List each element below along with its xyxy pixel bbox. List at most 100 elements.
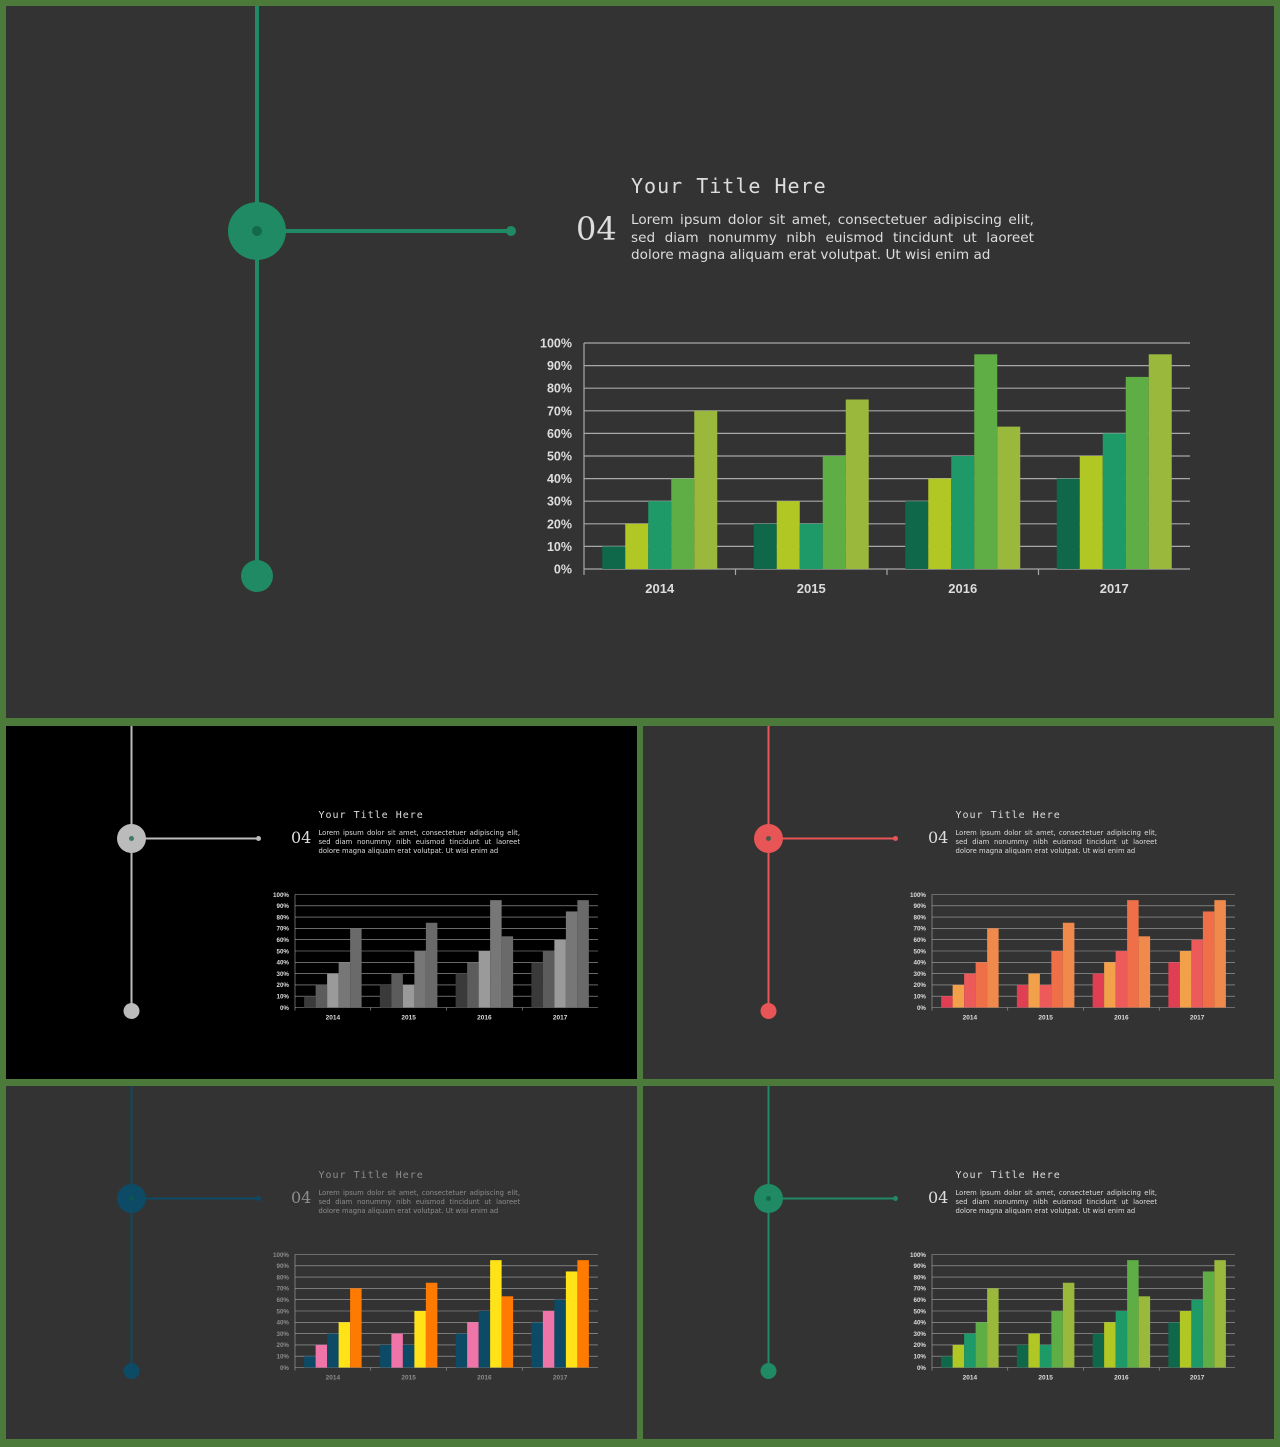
bar-2016-s1 [1092, 973, 1105, 1008]
y-tick-label-9: 90% [913, 1263, 926, 1270]
y-tick-label-10: 100% [910, 892, 926, 899]
timeline-decoration [228, 6, 516, 592]
bar-2015-s1 [753, 523, 777, 569]
bar-2017-s5 [577, 900, 589, 1008]
bar-2017-s1 [531, 1322, 543, 1368]
bar-2015-s5 [425, 1282, 438, 1368]
bar-chart: 0% 10% 20% 30% 40% 50% 60% 70% 80% 90% 100% 2014 201… [910, 1252, 1235, 1382]
slide-coral[interactable]: Your Title Here 04 Lorem ipsum dolor sit… [643, 726, 1274, 1079]
slide-green-small[interactable]: Your Title Here 04 Lorem ipsum dolor sit… [643, 1086, 1274, 1439]
slide-title: Your Title Here [318, 810, 424, 821]
bar-2016-s2 [467, 1322, 479, 1368]
slide-body-text: Lorem ipsum dolor sit amet, consectetuer… [955, 1189, 1158, 1215]
bar-2015-s5 [1062, 1282, 1075, 1368]
bar-2014-s3 [327, 973, 339, 1008]
x-tick-label-2017: 2017 [553, 1015, 568, 1022]
y-tick-label-2: 20% [276, 982, 289, 989]
y-tick-label-6: 60% [913, 937, 926, 944]
y-tick-label-9: 90% [913, 903, 926, 910]
timeline-node-center [129, 836, 134, 841]
bar-2014-s2 [315, 984, 328, 1008]
x-tick-label-2015: 2015 [401, 1375, 416, 1382]
y-tick-label-0: 0% [554, 563, 572, 577]
slide-title: Your Title Here [318, 1170, 424, 1181]
slide-body-text: Lorem ipsum dolor sit amet, consectetuer… [318, 829, 521, 855]
bar-2014-s4 [975, 1322, 988, 1368]
bar-2014-s1 [304, 1356, 316, 1368]
timeline-decoration [117, 1086, 261, 1379]
bar-2016-s5 [501, 936, 514, 1008]
y-tick-label-10: 100% [273, 892, 289, 899]
bar-2016-s1 [905, 501, 929, 569]
bar-2015-s1 [1016, 1344, 1029, 1368]
y-tick-label-6: 60% [276, 937, 289, 944]
y-tick-label-5: 50% [913, 1308, 926, 1315]
x-tick-label-2014: 2014 [963, 1015, 978, 1022]
timeline-connector-end [256, 1196, 261, 1201]
bar-2017-s1 [1168, 962, 1180, 1008]
slide-navy[interactable]: Your Title Here 04 Lorem ipsum dolor sit… [6, 1086, 637, 1439]
x-tick-label-2015: 2015 [1038, 1015, 1053, 1022]
timeline-node-bottom [123, 1003, 140, 1019]
timeline-node-bottom [760, 1003, 777, 1019]
slide-number: 04 [928, 1188, 949, 1207]
bar-2014-s3 [327, 1333, 339, 1368]
timeline-decoration [754, 726, 898, 1019]
slide-title: Your Title Here [955, 810, 1061, 821]
bar-2014-s4 [671, 478, 695, 569]
y-tick-label-0: 0% [917, 1365, 926, 1372]
y-tick-label-1: 10% [913, 1353, 926, 1360]
bar-2017-s4 [1125, 376, 1149, 569]
bar-2015-s2 [1028, 973, 1040, 1008]
x-tick-label-2017: 2017 [1100, 581, 1129, 596]
bar-2015-s5 [425, 922, 438, 1008]
timeline-connector-end [893, 1196, 898, 1201]
bar-2014-s3 [964, 973, 976, 1008]
bar-2017-s1 [1056, 478, 1080, 569]
slide-green-large[interactable]: Your Title Here 04 Lorem ipsum dolor sit… [6, 6, 1274, 718]
slide-title: Your Title Here [955, 1170, 1061, 1181]
y-tick-label-9: 90% [276, 903, 289, 910]
y-tick-label-1: 10% [276, 993, 289, 1000]
y-tick-label-4: 40% [276, 960, 289, 967]
x-tick-label-2014: 2014 [963, 1375, 978, 1382]
bar-2017-s2 [1179, 1311, 1192, 1368]
timeline-connector-end [256, 836, 261, 841]
y-tick-label-1: 10% [276, 1353, 289, 1360]
slide-number: 04 [291, 1188, 312, 1207]
bar-2016-s5 [997, 426, 1021, 569]
timeline-connector-end [893, 836, 898, 841]
y-tick-label-3: 30% [913, 1331, 926, 1338]
y-tick-label-7: 70% [913, 1286, 926, 1293]
y-tick-label-6: 60% [547, 427, 572, 441]
y-tick-label-1: 10% [547, 540, 572, 554]
x-tick-label-2016: 2016 [477, 1015, 492, 1022]
slide-number: 04 [291, 828, 312, 847]
y-tick-label-1: 10% [913, 993, 926, 1000]
y-tick-label-4: 40% [276, 1320, 289, 1327]
bar-chart: 0% 10% 20% 30% 40% 50% 60% 70% 80% 90% 100% 2014 201… [910, 892, 1235, 1022]
bar-2016-s4 [490, 1260, 502, 1368]
y-tick-label-5: 50% [547, 450, 572, 464]
bar-2017-s3 [1102, 433, 1126, 569]
bar-2017-s5 [577, 1260, 589, 1368]
y-tick-label-3: 30% [276, 971, 289, 978]
bar-2015-s4 [414, 1311, 426, 1368]
y-tick-label-8: 80% [547, 382, 572, 396]
y-tick-label-0: 0% [280, 1005, 289, 1012]
bar-2015-s4 [414, 951, 426, 1008]
bar-2015-s3 [1039, 984, 1052, 1008]
timeline-node-center [129, 1196, 134, 1201]
y-tick-label-4: 40% [913, 960, 926, 967]
slide-body-text: Lorem ipsum dolor sit amet, consectetuer… [318, 1189, 521, 1215]
y-tick-label-8: 80% [276, 1274, 289, 1281]
y-tick-label-3: 30% [276, 1331, 289, 1338]
y-tick-label-0: 0% [917, 1005, 926, 1012]
slide-grey[interactable]: Your Title Here 04 Lorem ipsum dolor sit… [6, 726, 637, 1079]
bar-2016-s2 [1104, 1322, 1116, 1368]
y-tick-label-2: 20% [547, 517, 572, 531]
bar-2016-s3 [1115, 1311, 1128, 1368]
y-tick-label-10: 100% [540, 337, 572, 351]
y-tick-label-9: 90% [547, 359, 572, 373]
bar-2016-s3 [1115, 951, 1128, 1008]
